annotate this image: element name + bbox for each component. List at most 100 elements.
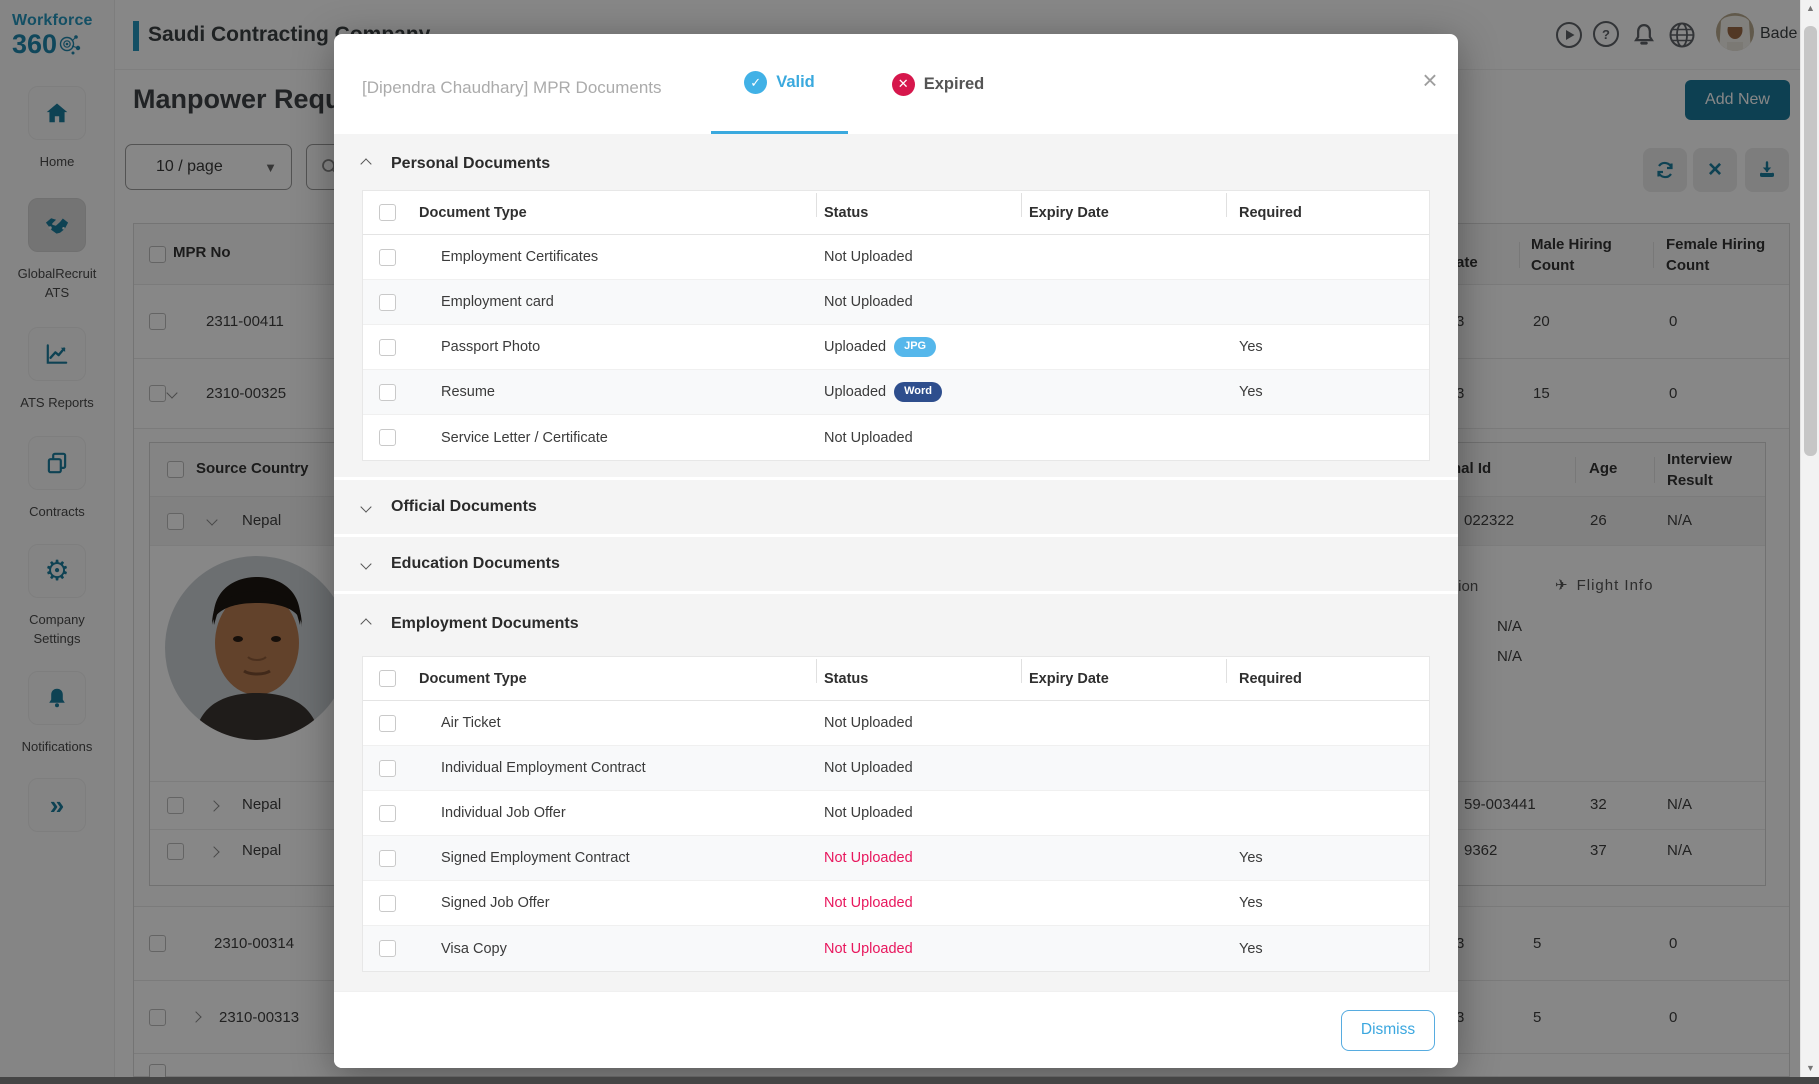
- document-status: Not Uploaded: [824, 249, 913, 265]
- document-type: Individual Job Offer: [411, 805, 816, 821]
- document-row[interactable]: Employment Certificates Not Uploaded: [363, 235, 1429, 280]
- col-expiry-date: Expiry Date: [1021, 205, 1226, 221]
- section-title: Official Documents: [391, 498, 537, 516]
- section-title: Employment Documents: [391, 615, 579, 633]
- document-type: Signed Job Offer: [411, 895, 816, 911]
- document-type: Passport Photo: [411, 339, 816, 355]
- tab-valid-label: Valid: [776, 73, 815, 92]
- document-type: Individual Employment Contract: [411, 760, 816, 776]
- col-expiry-date: Expiry Date: [1021, 671, 1226, 687]
- app-root: Workforce 360 Home: [0, 0, 1819, 1084]
- tab-expired-label: Expired: [924, 75, 985, 94]
- document-type: Employment Certificates: [411, 249, 816, 265]
- section-education-documents: Education Documents: [334, 537, 1458, 591]
- document-type: Visa Copy: [411, 941, 816, 957]
- document-status: Not Uploaded: [824, 895, 913, 911]
- row-checkbox[interactable]: [379, 715, 396, 732]
- document-required: Yes: [1226, 850, 1429, 866]
- row-checkbox[interactable]: [379, 760, 396, 777]
- employment-documents-table: Document Type Status Expiry Date Require…: [362, 656, 1430, 972]
- dismiss-button[interactable]: Dismiss: [1341, 1010, 1435, 1051]
- section-header[interactable]: Education Documents: [362, 537, 1430, 591]
- document-required: Yes: [1226, 339, 1429, 355]
- row-checkbox[interactable]: [379, 850, 396, 867]
- row-checkbox[interactable]: [379, 895, 396, 912]
- document-status: Not Uploaded: [824, 294, 913, 310]
- modal-footer: Dismiss: [334, 991, 1458, 1068]
- mpr-documents-modal: [Dipendra Chaudhary] MPR Documents ✓ Val…: [334, 34, 1458, 1068]
- document-type: Resume: [411, 384, 816, 400]
- col-document-type: Document Type: [411, 205, 816, 221]
- col-status: Status: [816, 205, 1021, 221]
- vertical-scrollbar[interactable]: ▲ ▼: [1800, 0, 1819, 1084]
- document-required: Yes: [1226, 384, 1429, 400]
- row-checkbox[interactable]: [379, 384, 396, 401]
- row-checkbox[interactable]: [379, 940, 396, 957]
- scroll-down-icon[interactable]: ▼: [1801, 1060, 1819, 1076]
- section-header[interactable]: Employment Documents: [362, 602, 1430, 646]
- document-status: Uploaded: [824, 384, 886, 400]
- scroll-up-icon[interactable]: ▲: [1801, 0, 1819, 16]
- tab-valid[interactable]: ✓ Valid: [711, 34, 848, 134]
- row-checkbox[interactable]: [379, 805, 396, 822]
- scrollbar-thumb[interactable]: [1804, 26, 1817, 456]
- select-all-checkbox[interactable]: [379, 670, 396, 687]
- document-row[interactable]: Signed Employment Contract Not Uploaded …: [363, 836, 1429, 881]
- close-icon[interactable]: ×: [1414, 64, 1446, 96]
- col-required: Required: [1226, 205, 1429, 221]
- section-title: Personal Documents: [391, 155, 550, 173]
- tab-expired[interactable]: ✕ Expired: [879, 34, 997, 134]
- section-personal-documents: Personal Documents Document Type Status …: [334, 134, 1458, 477]
- col-required: Required: [1226, 671, 1429, 687]
- document-row[interactable]: Service Letter / Certificate Not Uploade…: [363, 415, 1429, 460]
- row-checkbox[interactable]: [379, 429, 396, 446]
- document-row[interactable]: Air Ticket Not Uploaded: [363, 701, 1429, 746]
- row-checkbox[interactable]: [379, 294, 396, 311]
- row-checkbox[interactable]: [379, 339, 396, 356]
- document-type: Signed Employment Contract: [411, 850, 816, 866]
- document-type: Service Letter / Certificate: [411, 430, 816, 446]
- document-row[interactable]: Visa Copy Not Uploaded Yes: [363, 926, 1429, 971]
- section-header[interactable]: Personal Documents: [362, 142, 1430, 186]
- chevron-up-icon: [360, 618, 371, 629]
- document-required: Yes: [1226, 941, 1429, 957]
- documents-table-header: Document Type Status Expiry Date Require…: [363, 657, 1429, 701]
- check-circle-icon: ✓: [744, 71, 767, 94]
- document-row[interactable]: Signed Job Offer Not Uploaded Yes: [363, 881, 1429, 926]
- document-row[interactable]: Resume Uploaded Word Yes: [363, 370, 1429, 415]
- personal-documents-table: Document Type Status Expiry Date Require…: [362, 190, 1430, 461]
- document-type: Employment card: [411, 294, 816, 310]
- chevron-down-icon: [360, 501, 371, 512]
- section-employment-documents: Employment Documents Document Type Statu…: [334, 594, 1458, 991]
- document-status: Not Uploaded: [824, 805, 913, 821]
- document-row[interactable]: Individual Job Offer Not Uploaded: [363, 791, 1429, 836]
- documents-table-header: Document Type Status Expiry Date Require…: [363, 191, 1429, 235]
- window-bottom-edge: [0, 1077, 1819, 1084]
- section-header[interactable]: Official Documents: [362, 480, 1430, 534]
- document-status: Not Uploaded: [824, 715, 913, 731]
- section-title: Education Documents: [391, 555, 560, 573]
- file-format-badge: Word: [894, 382, 942, 401]
- chevron-down-icon: [360, 558, 371, 569]
- document-status: Uploaded: [824, 339, 886, 355]
- section-official-documents: Official Documents: [334, 480, 1458, 534]
- document-row[interactable]: Passport Photo Uploaded JPG Yes: [363, 325, 1429, 370]
- file-format-badge: JPG: [894, 337, 936, 356]
- document-status: Not Uploaded: [824, 760, 913, 776]
- modal-header: [Dipendra Chaudhary] MPR Documents ✓ Val…: [334, 34, 1458, 134]
- x-circle-icon: ✕: [892, 73, 915, 96]
- document-status: Not Uploaded: [824, 850, 913, 866]
- modal-title: [Dipendra Chaudhary] MPR Documents: [362, 78, 662, 98]
- modal-body: Personal Documents Document Type Status …: [334, 134, 1458, 991]
- document-status: Not Uploaded: [824, 941, 913, 957]
- document-row[interactable]: Individual Employment Contract Not Uploa…: [363, 746, 1429, 791]
- col-document-type: Document Type: [411, 671, 816, 687]
- select-all-checkbox[interactable]: [379, 204, 396, 221]
- document-type: Air Ticket: [411, 715, 816, 731]
- document-row[interactable]: Employment card Not Uploaded: [363, 280, 1429, 325]
- row-checkbox[interactable]: [379, 249, 396, 266]
- document-required: Yes: [1226, 895, 1429, 911]
- document-status: Not Uploaded: [824, 430, 913, 446]
- chevron-up-icon: [360, 158, 371, 169]
- col-status: Status: [816, 671, 1021, 687]
